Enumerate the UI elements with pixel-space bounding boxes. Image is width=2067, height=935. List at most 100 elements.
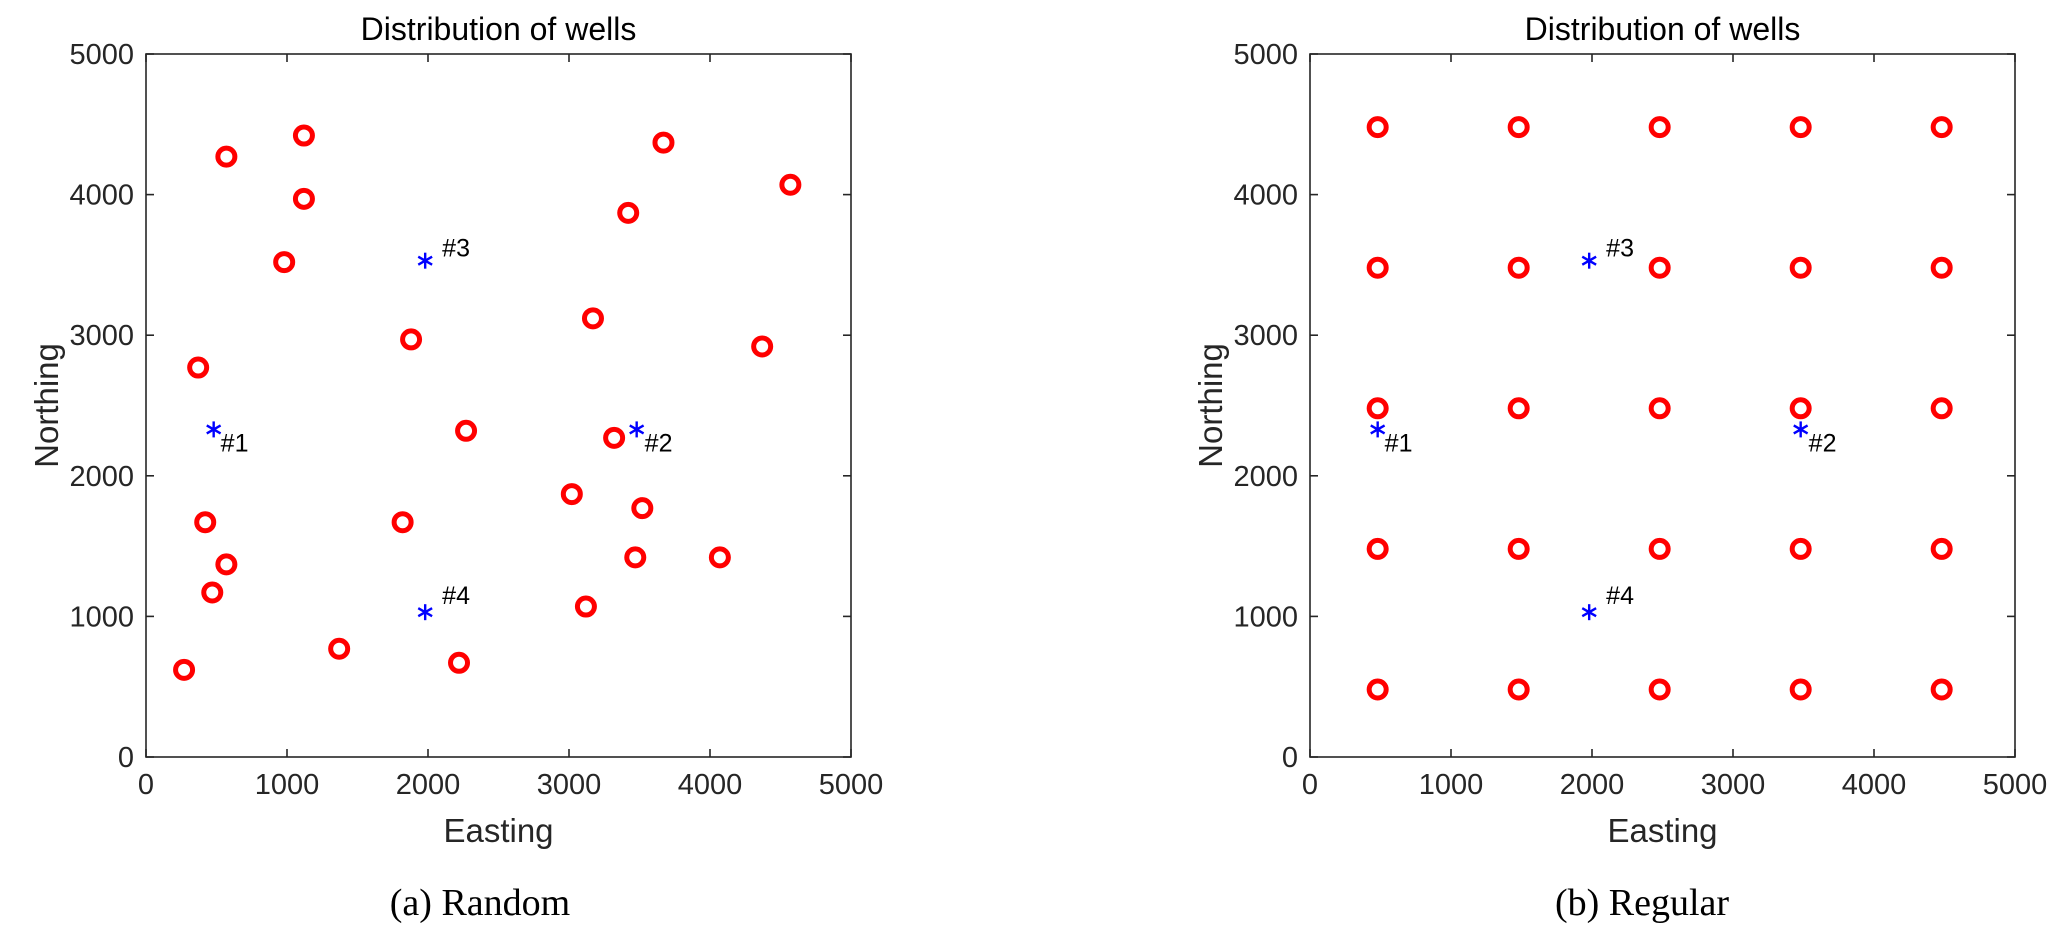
x-tick-label: 2000	[1560, 769, 1625, 801]
monitor-well-marker	[629, 421, 645, 438]
panel-regular: 0 1000 2000 3000 4000 5000 0 1000 2000 3000 4000 50…	[1192, 11, 2047, 924]
asterisk-stroke	[1581, 607, 1597, 618]
well-marker	[1366, 256, 1389, 279]
well-marker	[1507, 256, 1530, 279]
well-marker	[448, 651, 471, 674]
well-label: #3	[442, 235, 470, 263]
asterisk-stroke	[1793, 424, 1809, 435]
well-marker	[1648, 537, 1671, 560]
well-marker	[1930, 537, 1953, 560]
well-marker	[1648, 397, 1671, 420]
well-marker	[1789, 256, 1812, 279]
well-marker	[292, 187, 315, 210]
x-tick-label: 1000	[1419, 769, 1484, 801]
asterisk-stroke	[206, 424, 222, 435]
well-label: #1	[1385, 429, 1413, 457]
panel-caption: (b) Regular	[1555, 882, 1729, 924]
well-label: #1	[221, 429, 249, 457]
x-tick-label: 1000	[255, 769, 320, 801]
well-label: #3	[1606, 235, 1634, 263]
monitor-well-marker	[1793, 421, 1809, 438]
well-label: #2	[1809, 429, 1837, 457]
well-marker	[215, 145, 238, 168]
well-marker	[328, 637, 351, 660]
asterisk-stroke	[1370, 424, 1386, 435]
well-label: #4	[1606, 582, 1634, 610]
y-tick-label: 2000	[69, 461, 134, 493]
x-tick-label: 5000	[819, 769, 884, 801]
well-marker	[292, 124, 315, 147]
y-tick-label: 0	[118, 742, 134, 774]
well-marker	[194, 511, 217, 534]
y-tick-label: 3000	[1233, 320, 1298, 352]
well-label: #2	[645, 429, 673, 457]
chart-title: Distribution of wells	[1525, 11, 1801, 47]
x-tick-label: 4000	[678, 769, 743, 801]
asterisk-stroke	[629, 424, 645, 435]
well-marker	[1789, 678, 1812, 701]
axes-frame	[145, 53, 852, 758]
x-tick-label: 3000	[1701, 769, 1766, 801]
well-marker	[603, 426, 626, 449]
well-marker	[652, 131, 675, 154]
well-marker	[1648, 256, 1671, 279]
chart-title: Distribution of wells	[361, 11, 637, 47]
well-marker	[624, 546, 647, 569]
well-marker	[215, 553, 238, 576]
panel-random: 0 1000 2000 3000 4000 5000 0 1000 2000 3000 4000 50…	[28, 11, 883, 924]
well-marker	[1366, 116, 1389, 139]
monitor-well-marker	[1581, 604, 1597, 621]
well-marker	[1930, 678, 1953, 701]
y-tick-label: 4000	[69, 180, 134, 212]
well-marker	[1507, 537, 1530, 560]
well-marker	[708, 546, 731, 569]
well-marker	[1789, 537, 1812, 560]
monitor-well-marker	[206, 421, 222, 438]
monitor-well-marker	[1581, 252, 1597, 269]
y-axis-label: Northing	[1192, 343, 1229, 468]
y-tick-label: 3000	[69, 320, 134, 352]
y-axis-label: Northing	[28, 343, 65, 468]
panel-caption: (a) Random	[390, 882, 570, 924]
y-tick-label: 1000	[1233, 601, 1298, 633]
well-marker	[187, 356, 210, 379]
well-marker	[1366, 397, 1389, 420]
well-marker	[779, 173, 802, 196]
asterisk-stroke	[417, 607, 433, 618]
well-marker	[1366, 537, 1389, 560]
y-tick-label: 5000	[69, 39, 134, 71]
well-marker	[400, 328, 423, 351]
well-marker	[1648, 116, 1671, 139]
x-tick-label: 0	[1302, 769, 1318, 801]
well-marker	[581, 307, 604, 330]
well-marker	[574, 595, 597, 618]
x-tick-label: 3000	[537, 769, 602, 801]
well-marker	[1930, 116, 1953, 139]
y-tick-label: 2000	[1233, 461, 1298, 493]
x-tick-label: 4000	[1842, 769, 1907, 801]
x-tick-label: 0	[138, 769, 154, 801]
well-marker	[1648, 678, 1671, 701]
well-marker	[751, 335, 774, 358]
well-marker	[173, 658, 196, 681]
well-marker	[1930, 256, 1953, 279]
asterisk-stroke	[417, 255, 433, 266]
well-marker	[391, 511, 414, 534]
y-tick-label: 0	[1282, 742, 1298, 774]
monitor-well-marker	[417, 252, 433, 269]
x-tick-label: 2000	[396, 769, 461, 801]
well-marker	[201, 581, 224, 604]
well-marker	[1930, 397, 1953, 420]
y-tick-label: 1000	[69, 601, 134, 633]
well-marker	[273, 251, 296, 274]
monitor-well-marker	[1370, 421, 1386, 438]
well-marker	[631, 497, 654, 520]
y-tick-label: 4000	[1233, 180, 1298, 212]
axes-frame	[1309, 53, 2016, 758]
well-marker	[1366, 678, 1389, 701]
x-axis-label: Easting	[1607, 812, 1717, 849]
well-marker	[1507, 397, 1530, 420]
asterisk-stroke	[1581, 255, 1597, 266]
well-marker	[1507, 116, 1530, 139]
